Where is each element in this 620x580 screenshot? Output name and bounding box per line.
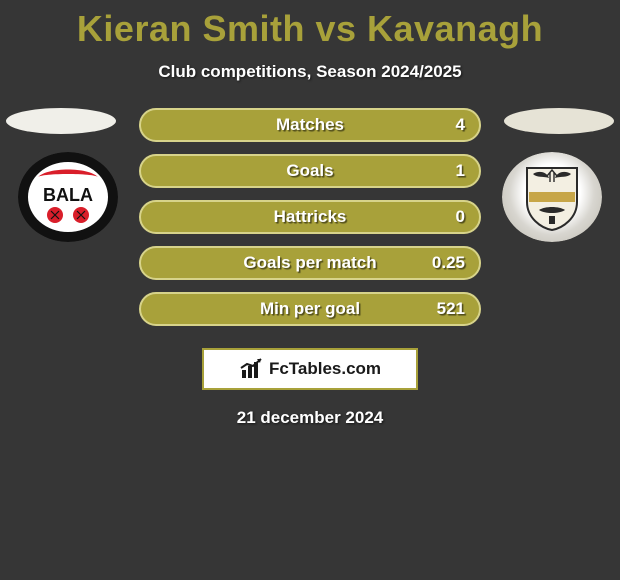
player-pod-left [6,108,116,134]
stat-bar-matches: Matches 4 [139,108,481,142]
club-crest-right [502,152,602,242]
stat-value: 0 [456,207,465,227]
subtitle: Club competitions, Season 2024/2025 [0,62,620,82]
stat-value: 0.25 [432,253,465,273]
comparison-arena: BALA Matches 4 Goals [0,108,620,326]
crest-left-svg: BALA [33,167,103,227]
stat-label: Goals per match [243,253,376,273]
stat-label: Min per goal [260,299,360,319]
stat-label: Matches [276,115,344,135]
crest-left-ring: BALA [18,152,118,242]
player-pod-right [504,108,614,134]
club-crest-left: BALA [18,152,118,242]
crest-left-text: BALA [43,185,93,205]
brand-box[interactable]: FcTables.com [202,348,418,390]
crest-right-svg [519,162,585,232]
stat-value: 1 [456,161,465,181]
stat-value: 521 [437,299,465,319]
stat-bar-mpg: Min per goal 521 [139,292,481,326]
stat-bar-gpm: Goals per match 0.25 [139,246,481,280]
stat-bar-hattricks: Hattricks 0 [139,200,481,234]
date-text: 21 december 2024 [0,408,620,428]
page-title: Kieran Smith vs Kavanagh [0,0,620,50]
stat-label: Hattricks [274,207,347,227]
brand-text: FcTables.com [269,359,381,379]
stat-bars: Matches 4 Goals 1 Hattricks 0 Goals per … [139,108,481,326]
crest-right-bg [502,152,602,242]
stat-value: 4 [456,115,465,135]
stat-label: Goals [286,161,333,181]
brand-chart-icon [239,358,265,380]
stat-bar-goals: Goals 1 [139,154,481,188]
